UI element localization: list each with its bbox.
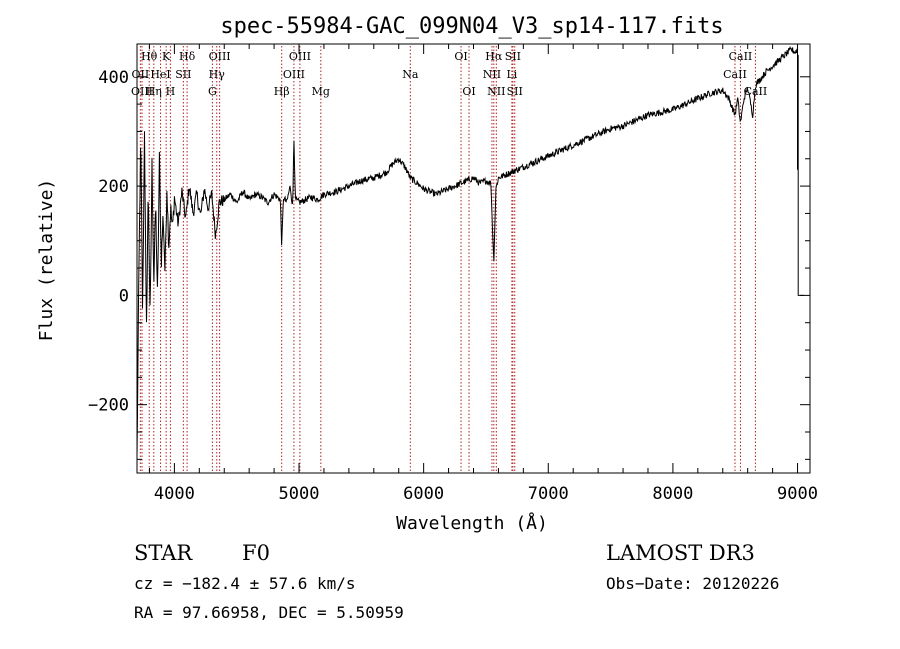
spectral-line-label: OIII — [283, 68, 305, 81]
spectral-line-label: Hγ — [209, 68, 226, 81]
plot-frame — [136, 43, 811, 474]
observation-date: Obs−Date: 20120226 — [606, 574, 779, 593]
spectral-line-label: SII — [505, 50, 521, 63]
x-tick-label: 7000 — [528, 484, 569, 504]
x-tick-label: 9000 — [777, 484, 818, 504]
spectral-line-label: OII — [132, 68, 150, 81]
axis-ticks: 4000 5000 6000 7000 8000 9000 −200 0 200 400 — [88, 44, 818, 504]
spectral-line-label: OIII — [209, 50, 231, 63]
spectral-line-label: Hβ — [274, 85, 290, 98]
object-subclass: F0 — [242, 541, 270, 565]
spectral-lines — [139, 46, 756, 472]
ra-dec: RA = 97.66958, DEC = 5.50959 — [134, 603, 404, 622]
y-axis-label: Flux (relative) — [36, 179, 57, 342]
object-class: STAR — [134, 541, 193, 565]
spectral-line-label: NII — [487, 85, 505, 98]
spectral-line-label: K — [162, 50, 171, 63]
chart-title: spec-55984-GAC_099N04_V3_sp14-117.fits — [220, 14, 723, 39]
y-tick-label: −200 — [88, 396, 129, 416]
spectral-line-label: Hδ — [179, 50, 196, 63]
x-tick-label: 5000 — [279, 484, 320, 504]
spectral-line-label: Hθ — [141, 50, 158, 63]
y-tick-label: 400 — [98, 68, 129, 88]
spectral-line-label: OIII — [289, 50, 311, 63]
spectral-line-label: H — [166, 85, 176, 98]
spectral-line-label: Na — [402, 68, 419, 81]
spectral-line-label: SII — [175, 68, 191, 81]
spectral-line-label: HeI — [150, 68, 170, 81]
spectral-line-label: Hη — [146, 85, 162, 98]
spectral-line-label: Hα — [485, 50, 503, 63]
y-tick-label: 0 — [119, 286, 129, 306]
spectral-line-label: OIII — [131, 85, 153, 98]
x-tick-label: 6000 — [403, 484, 444, 504]
x-axis-label: Wavelength (Å) — [396, 512, 548, 534]
survey-name: LAMOST DR3 — [606, 541, 755, 565]
spectral-line-label: NII — [483, 68, 501, 81]
spectral-line-label: OI — [462, 85, 475, 98]
redshift-cz: cz = −182.4 ± 57.6 km/s — [134, 574, 356, 593]
spectral-line-label: OI — [454, 50, 467, 63]
spectral-line-label: Li — [506, 68, 517, 81]
spectral-line-label: G — [208, 85, 217, 98]
y-tick-label: 200 — [98, 177, 129, 197]
spectral-line-label: CaII — [723, 68, 747, 81]
spectral-line-label: Mg — [312, 85, 330, 98]
x-tick-label: 4000 — [154, 484, 195, 504]
spectral-line-label: SII — [507, 85, 523, 98]
spectral-line-label: CaII — [729, 50, 753, 63]
flux-series-line — [136, 45, 804, 457]
x-tick-label: 8000 — [652, 484, 693, 504]
